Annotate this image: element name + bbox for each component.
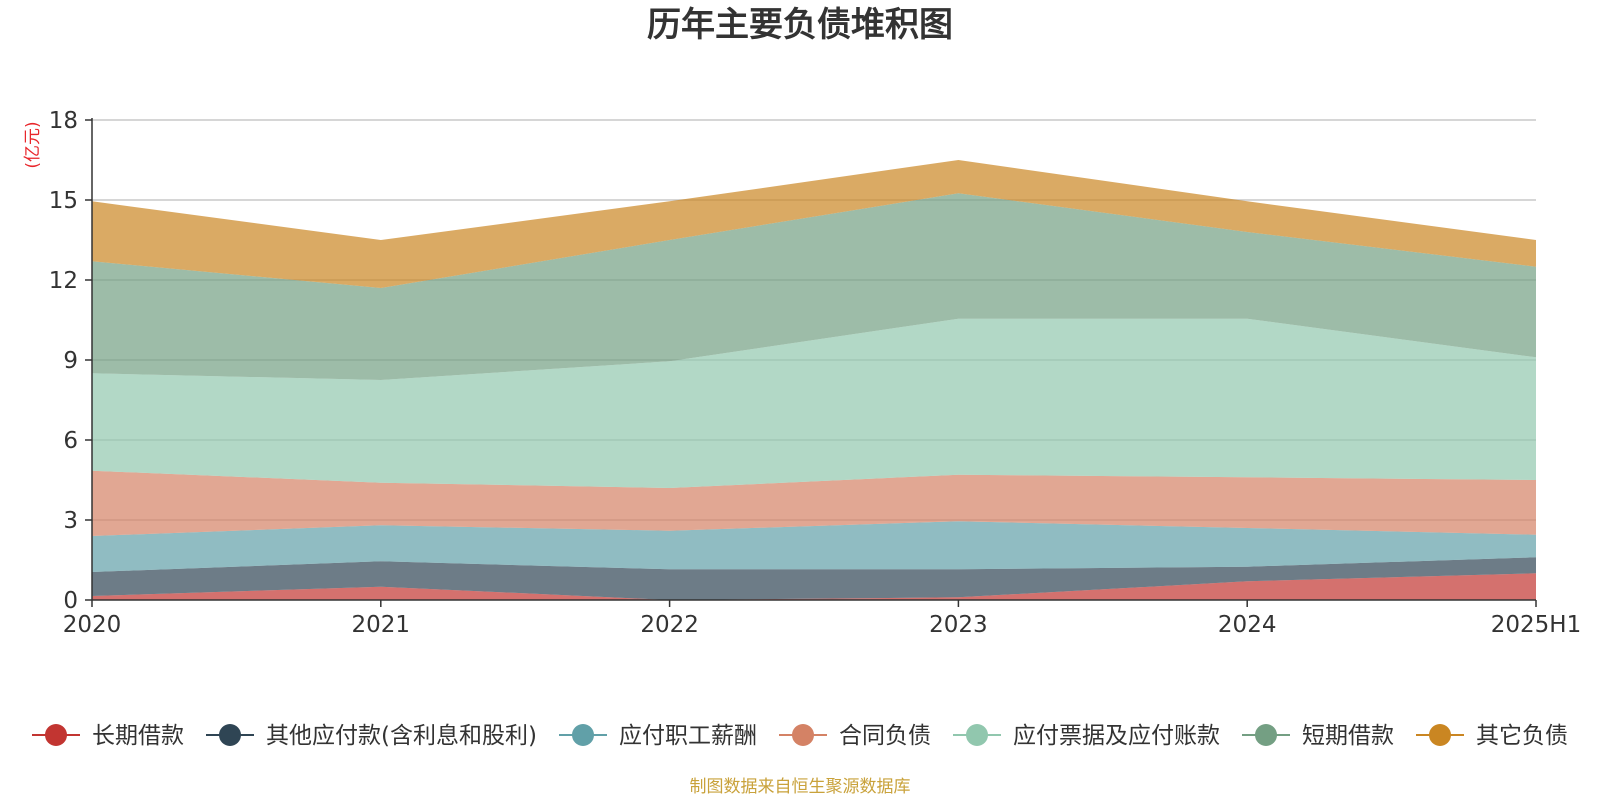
legend-item-7[interactable]: 其它负债 [1416,723,1568,749]
area-series-3 [92,521,1536,572]
y-tick-label: 3 [63,508,78,534]
area-series-2 [92,557,1536,600]
legend-marker-icon [966,724,988,746]
legend-marker-icon [45,724,67,746]
legend-label: 长期借款 [92,723,184,749]
chart-title: 历年主要负债堆积图 [647,5,953,45]
legend-label: 应付票据及应付账款 [1013,723,1220,749]
area-series-7 [92,160,1536,288]
legend-item-3[interactable]: 应付职工薪酬 [559,723,757,749]
y-tick-label: 15 [49,188,78,214]
legend-label: 合同负债 [839,723,931,749]
legend-marker-icon [1255,724,1277,746]
area-series-1 [92,573,1536,600]
y-tick-label: 12 [49,268,78,294]
area-series-group [92,160,1536,600]
y-axis-ticks: 0 3 6 9 12 15 18 [49,108,92,614]
x-axis-ticks: 2020 2021 2022 2023 2024 2025H1 [63,600,1581,638]
x-tick-label: 2022 [640,612,699,638]
legend-item-4[interactable]: 合同负债 [779,723,931,749]
legend-marker-icon [219,724,241,746]
legend-label: 其他应付款(含利息和股利) [266,723,537,749]
legend[interactable]: 长期借款 其他应付款(含利息和股利) 应付职工薪酬 合同负债 应付票据及应付账款 短期借款… [32,723,1568,749]
source-note: 制图数据来自恒生聚源数据库 [690,777,911,797]
legend-label: 短期借款 [1302,723,1394,749]
legend-item-2[interactable]: 其他应付款(含利息和股利) [206,723,537,749]
x-tick-label: 2020 [63,612,122,638]
legend-item-1[interactable]: 长期借款 [32,723,184,749]
area-series-6 [92,193,1536,380]
legend-label: 应付职工薪酬 [619,723,757,749]
area-series-4 [92,470,1536,536]
y-tick-label: 18 [49,108,78,134]
y-tick-label: 0 [63,588,78,614]
legend-label: 其它负债 [1476,723,1568,749]
legend-marker-icon [572,724,594,746]
legend-marker-icon [1429,724,1451,746]
legend-marker-icon [792,724,814,746]
y-tick-label: 9 [63,348,78,374]
legend-item-5[interactable]: 应付票据及应付账款 [953,723,1220,749]
y-axis-unit: (亿元) [23,121,43,168]
x-tick-label: 2023 [929,612,988,638]
legend-item-6[interactable]: 短期借款 [1242,723,1394,749]
area-series-5 [92,318,1536,488]
y-tick-label: 6 [63,428,78,454]
x-tick-label: 2024 [1218,612,1277,638]
x-tick-label: 2021 [352,612,411,638]
x-tick-label: 2025H1 [1491,612,1581,638]
